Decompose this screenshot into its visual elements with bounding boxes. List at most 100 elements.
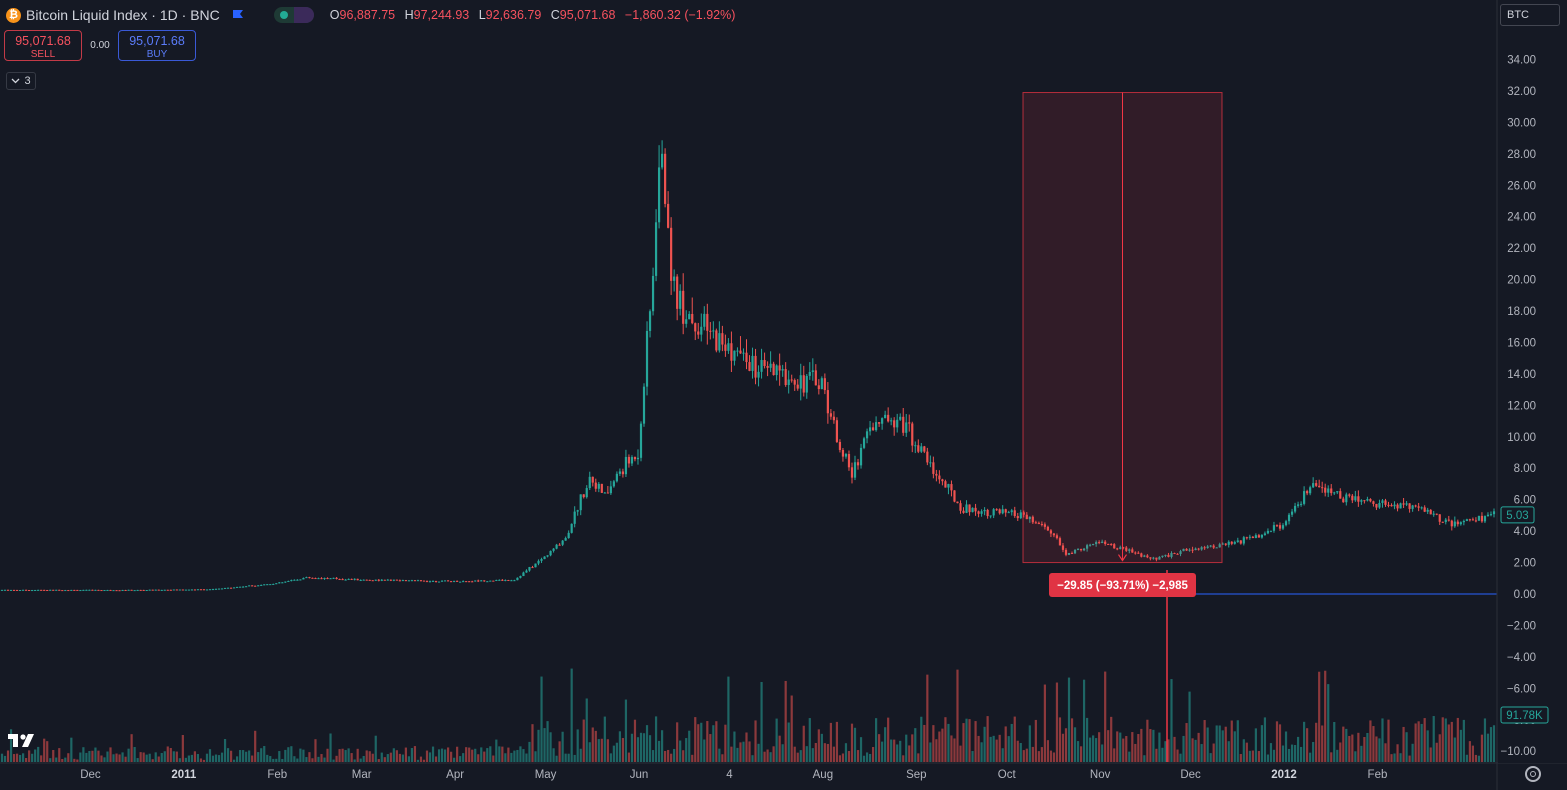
volume-bar <box>591 727 594 762</box>
volume-bar <box>1342 726 1345 762</box>
volume-bar <box>1224 726 1227 762</box>
candle <box>859 443 863 469</box>
time-axis[interactable]: Dec 2011 Feb Mar Apr May Jun 4 Aug Sep Oct Nov Dec 20… <box>80 769 1387 781</box>
volume-bar <box>1492 725 1496 762</box>
volume-bar <box>76 759 79 762</box>
candle <box>1152 556 1155 560</box>
volume-bar <box>199 758 203 762</box>
candle <box>697 322 700 339</box>
volume-bar <box>437 749 441 762</box>
spread-value: 0.00 <box>90 40 110 51</box>
candle <box>1161 555 1164 558</box>
volume-bar <box>642 733 646 762</box>
volume-bar <box>1013 716 1016 762</box>
volume-bar <box>1152 729 1155 762</box>
candle <box>1197 547 1200 551</box>
volume-bar <box>1393 753 1396 762</box>
volume-bar <box>1149 729 1152 762</box>
measure-tool[interactable]: −29.85 (−93.71%) −2,985 <box>1022 92 1497 762</box>
candle <box>736 347 739 357</box>
candle <box>799 363 802 401</box>
volume-bar <box>676 722 679 762</box>
candle <box>823 373 826 395</box>
candle <box>591 476 594 487</box>
candle <box>1046 525 1050 532</box>
volume-bar <box>706 721 709 762</box>
volume-bar <box>564 753 567 762</box>
candle <box>1387 501 1390 508</box>
candle <box>1477 515 1481 521</box>
volume-bar <box>242 750 245 762</box>
volume-bar <box>561 731 564 762</box>
price-axis[interactable]: 34.00 32.00 30.00 28.00 26.00 24.00 22.00 20.00… <box>1498 0 1567 763</box>
volume-bar <box>326 748 329 762</box>
candle <box>100 590 103 592</box>
volume-bar <box>1028 725 1031 762</box>
indicators-collapse-button[interactable]: 3 <box>6 72 36 90</box>
volume-bar <box>1426 730 1429 762</box>
volume-bar <box>172 751 175 762</box>
candle <box>380 579 383 582</box>
candle <box>118 590 121 592</box>
candle <box>564 536 567 541</box>
sell-button[interactable]: 95,071.68 SELL <box>4 30 82 61</box>
volume-bar <box>1251 750 1254 762</box>
candle <box>763 352 766 369</box>
candle <box>181 589 184 591</box>
symbol-title[interactable]: Bitcoin Liquid Index · 1D · BNC <box>26 7 220 23</box>
candle <box>55 589 58 591</box>
candle <box>1342 496 1345 503</box>
tradingview-logo-icon[interactable] <box>8 732 40 753</box>
volume-bar <box>612 745 615 762</box>
volume-bar <box>700 722 703 762</box>
volume-bar <box>275 758 278 762</box>
candle <box>290 579 293 582</box>
volume-bar <box>1233 731 1236 762</box>
volume-bar <box>1107 730 1110 762</box>
high-value: 97,244.93 <box>413 8 470 22</box>
candle <box>769 351 772 372</box>
volume-bar <box>1390 754 1393 762</box>
candle <box>193 589 197 591</box>
buy-button[interactable]: 95,071.68 BUY <box>118 30 196 61</box>
volume-bar <box>1263 717 1267 762</box>
candle <box>245 586 248 588</box>
gear-icon[interactable] <box>1525 766 1541 782</box>
svg-text:5.03: 5.03 <box>1506 510 1528 522</box>
candle <box>477 579 480 583</box>
candle <box>829 409 832 420</box>
candle <box>902 407 905 436</box>
currency-selector[interactable]: BTC <box>1500 4 1560 26</box>
market-status-icon[interactable] <box>273 7 314 23</box>
candle <box>190 589 193 591</box>
volume-bar <box>371 753 374 762</box>
candle <box>850 462 854 484</box>
candle <box>142 589 145 591</box>
flag-icon[interactable] <box>232 9 244 21</box>
volume-bar <box>1453 737 1456 762</box>
volume-bar <box>374 735 377 762</box>
price-tick-label: 28.00 <box>1507 149 1536 161</box>
candle <box>667 191 670 229</box>
candle <box>446 580 450 582</box>
candle <box>465 581 468 583</box>
candle <box>236 586 239 588</box>
volume-bar <box>350 753 353 762</box>
volume-bar <box>648 735 652 762</box>
candle <box>130 589 133 591</box>
candle <box>64 589 67 592</box>
volume-bar <box>597 739 600 762</box>
candle <box>323 577 326 580</box>
candle <box>805 373 808 399</box>
candle <box>561 539 564 547</box>
candle <box>694 322 697 341</box>
candle <box>79 589 82 592</box>
candle <box>1486 512 1490 517</box>
volume-bar <box>293 756 296 762</box>
volume-bar <box>1357 732 1360 762</box>
volume-bar <box>413 746 417 762</box>
volume-bar <box>471 749 474 762</box>
candle <box>676 274 679 321</box>
volume-bar <box>1164 741 1167 762</box>
